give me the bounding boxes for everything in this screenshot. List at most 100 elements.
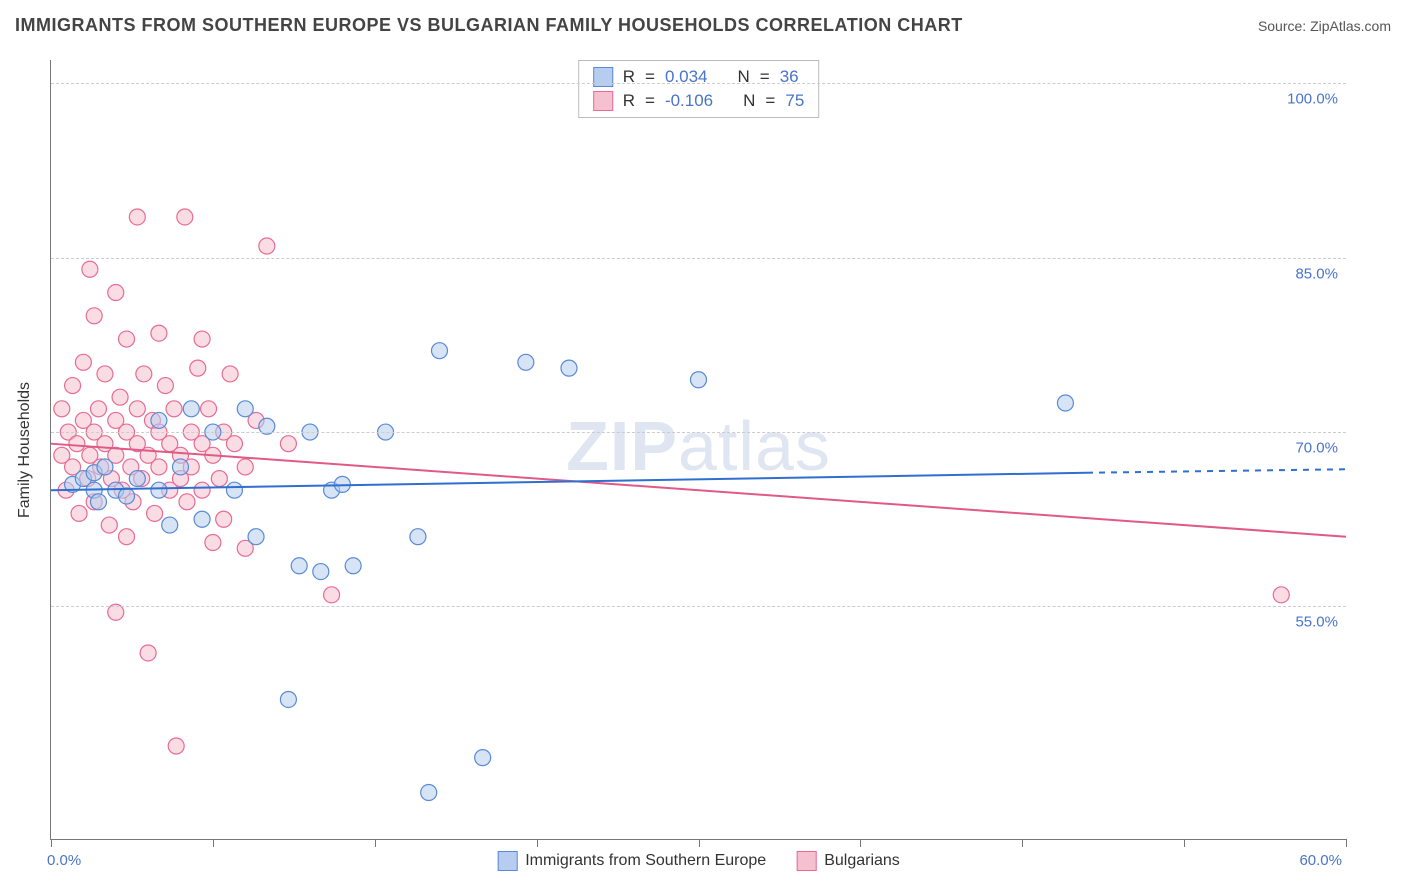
blue-point	[345, 558, 361, 574]
blue-point	[226, 482, 242, 498]
legend-item-pink: Bulgarians	[796, 851, 900, 871]
x-max-label: 60.0%	[1299, 852, 1342, 869]
blue-point	[162, 517, 178, 533]
pink-point	[259, 238, 275, 254]
x-tick	[1346, 839, 1347, 847]
blue-point	[291, 558, 307, 574]
legend-label-pink: Bulgarians	[824, 852, 900, 870]
blue-point	[151, 412, 167, 428]
legend-swatch-pink	[796, 851, 816, 871]
grid-line	[51, 606, 1346, 607]
pink-point	[136, 366, 152, 382]
pink-trend-line	[51, 444, 1346, 537]
blue-point	[432, 343, 448, 359]
scatter-svg	[51, 60, 1346, 839]
pink-point	[147, 505, 163, 521]
stat-r-pink: -0.106	[665, 91, 713, 111]
pink-point	[194, 482, 210, 498]
pink-point	[101, 517, 117, 533]
legend-swatch-blue	[497, 851, 517, 871]
pink-point	[82, 261, 98, 277]
pink-point	[119, 529, 135, 545]
chart-title: IMMIGRANTS FROM SOUTHERN EUROPE VS BULGA…	[15, 15, 963, 36]
blue-point	[280, 691, 296, 707]
pink-point	[69, 436, 85, 452]
chart-header: IMMIGRANTS FROM SOUTHERN EUROPE VS BULGA…	[15, 15, 1391, 36]
pink-point	[140, 645, 156, 661]
y-tick-label: 85.0%	[1295, 265, 1338, 282]
blue-point	[151, 482, 167, 498]
blue-trend-line	[51, 473, 1087, 490]
x-min-label: 0.0%	[47, 852, 81, 869]
x-tick	[51, 839, 52, 847]
legend-bottom: Immigrants from Southern Europe Bulgaria…	[497, 851, 900, 871]
pink-point	[216, 511, 232, 527]
pink-point	[151, 325, 167, 341]
legend-label-blue: Immigrants from Southern Europe	[525, 852, 766, 870]
x-tick	[375, 839, 376, 847]
y-tick-label: 100.0%	[1287, 91, 1338, 108]
blue-point	[173, 459, 189, 475]
blue-point	[561, 360, 577, 376]
swatch-pink	[593, 91, 613, 111]
source-label: Source: ZipAtlas.com	[1258, 18, 1391, 34]
blue-point	[410, 529, 426, 545]
blue-point	[119, 488, 135, 504]
x-tick	[213, 839, 214, 847]
blue-point	[194, 511, 210, 527]
pink-point	[237, 459, 253, 475]
pink-point	[65, 378, 81, 394]
pink-point	[112, 389, 128, 405]
stat-eq: =	[765, 91, 775, 111]
grid-line	[51, 432, 1346, 433]
pink-point	[179, 494, 195, 510]
pink-point	[190, 360, 206, 376]
stat-r-label: R	[623, 91, 635, 111]
blue-point	[1057, 395, 1073, 411]
blue-point	[183, 401, 199, 417]
stat-n-label: N	[743, 91, 755, 111]
blue-point	[475, 750, 491, 766]
stats-row-pink: R = -0.106 N = 75	[593, 89, 805, 113]
pink-point	[97, 366, 113, 382]
pink-point	[324, 587, 340, 603]
y-tick-label: 70.0%	[1295, 440, 1338, 457]
blue-point	[248, 529, 264, 545]
stat-eq: =	[645, 91, 655, 111]
stats-row-blue: R = 0.034 N = 36	[593, 65, 805, 89]
pink-point	[129, 209, 145, 225]
blue-point	[129, 471, 145, 487]
blue-point	[90, 494, 106, 510]
pink-point	[108, 285, 124, 301]
pink-point	[129, 401, 145, 417]
pink-point	[157, 378, 173, 394]
pink-point	[90, 401, 106, 417]
x-tick	[1184, 839, 1185, 847]
pink-point	[226, 436, 242, 452]
pink-point	[151, 459, 167, 475]
pink-point	[211, 471, 227, 487]
blue-point	[691, 372, 707, 388]
pink-point	[222, 366, 238, 382]
pink-point	[166, 401, 182, 417]
pink-point	[168, 738, 184, 754]
pink-point	[177, 209, 193, 225]
plot-area: ZIPatlas R = 0.034 N = 36 R = -0.106 N =…	[50, 60, 1346, 840]
x-tick	[860, 839, 861, 847]
blue-point	[421, 784, 437, 800]
stat-n-pink: 75	[785, 91, 804, 111]
pink-point	[86, 308, 102, 324]
y-axis-label-container: Family Households	[10, 60, 40, 840]
pink-point	[75, 354, 91, 370]
stats-legend-box: R = 0.034 N = 36 R = -0.106 N = 75	[578, 60, 820, 118]
pink-point	[280, 436, 296, 452]
blue-trend-line-dashed	[1087, 469, 1346, 472]
x-tick	[1022, 839, 1023, 847]
y-tick-label: 55.0%	[1295, 614, 1338, 631]
legend-item-blue: Immigrants from Southern Europe	[497, 851, 766, 871]
pink-point	[205, 535, 221, 551]
pink-point	[71, 505, 87, 521]
blue-point	[97, 459, 113, 475]
pink-point	[1273, 587, 1289, 603]
pink-point	[194, 331, 210, 347]
